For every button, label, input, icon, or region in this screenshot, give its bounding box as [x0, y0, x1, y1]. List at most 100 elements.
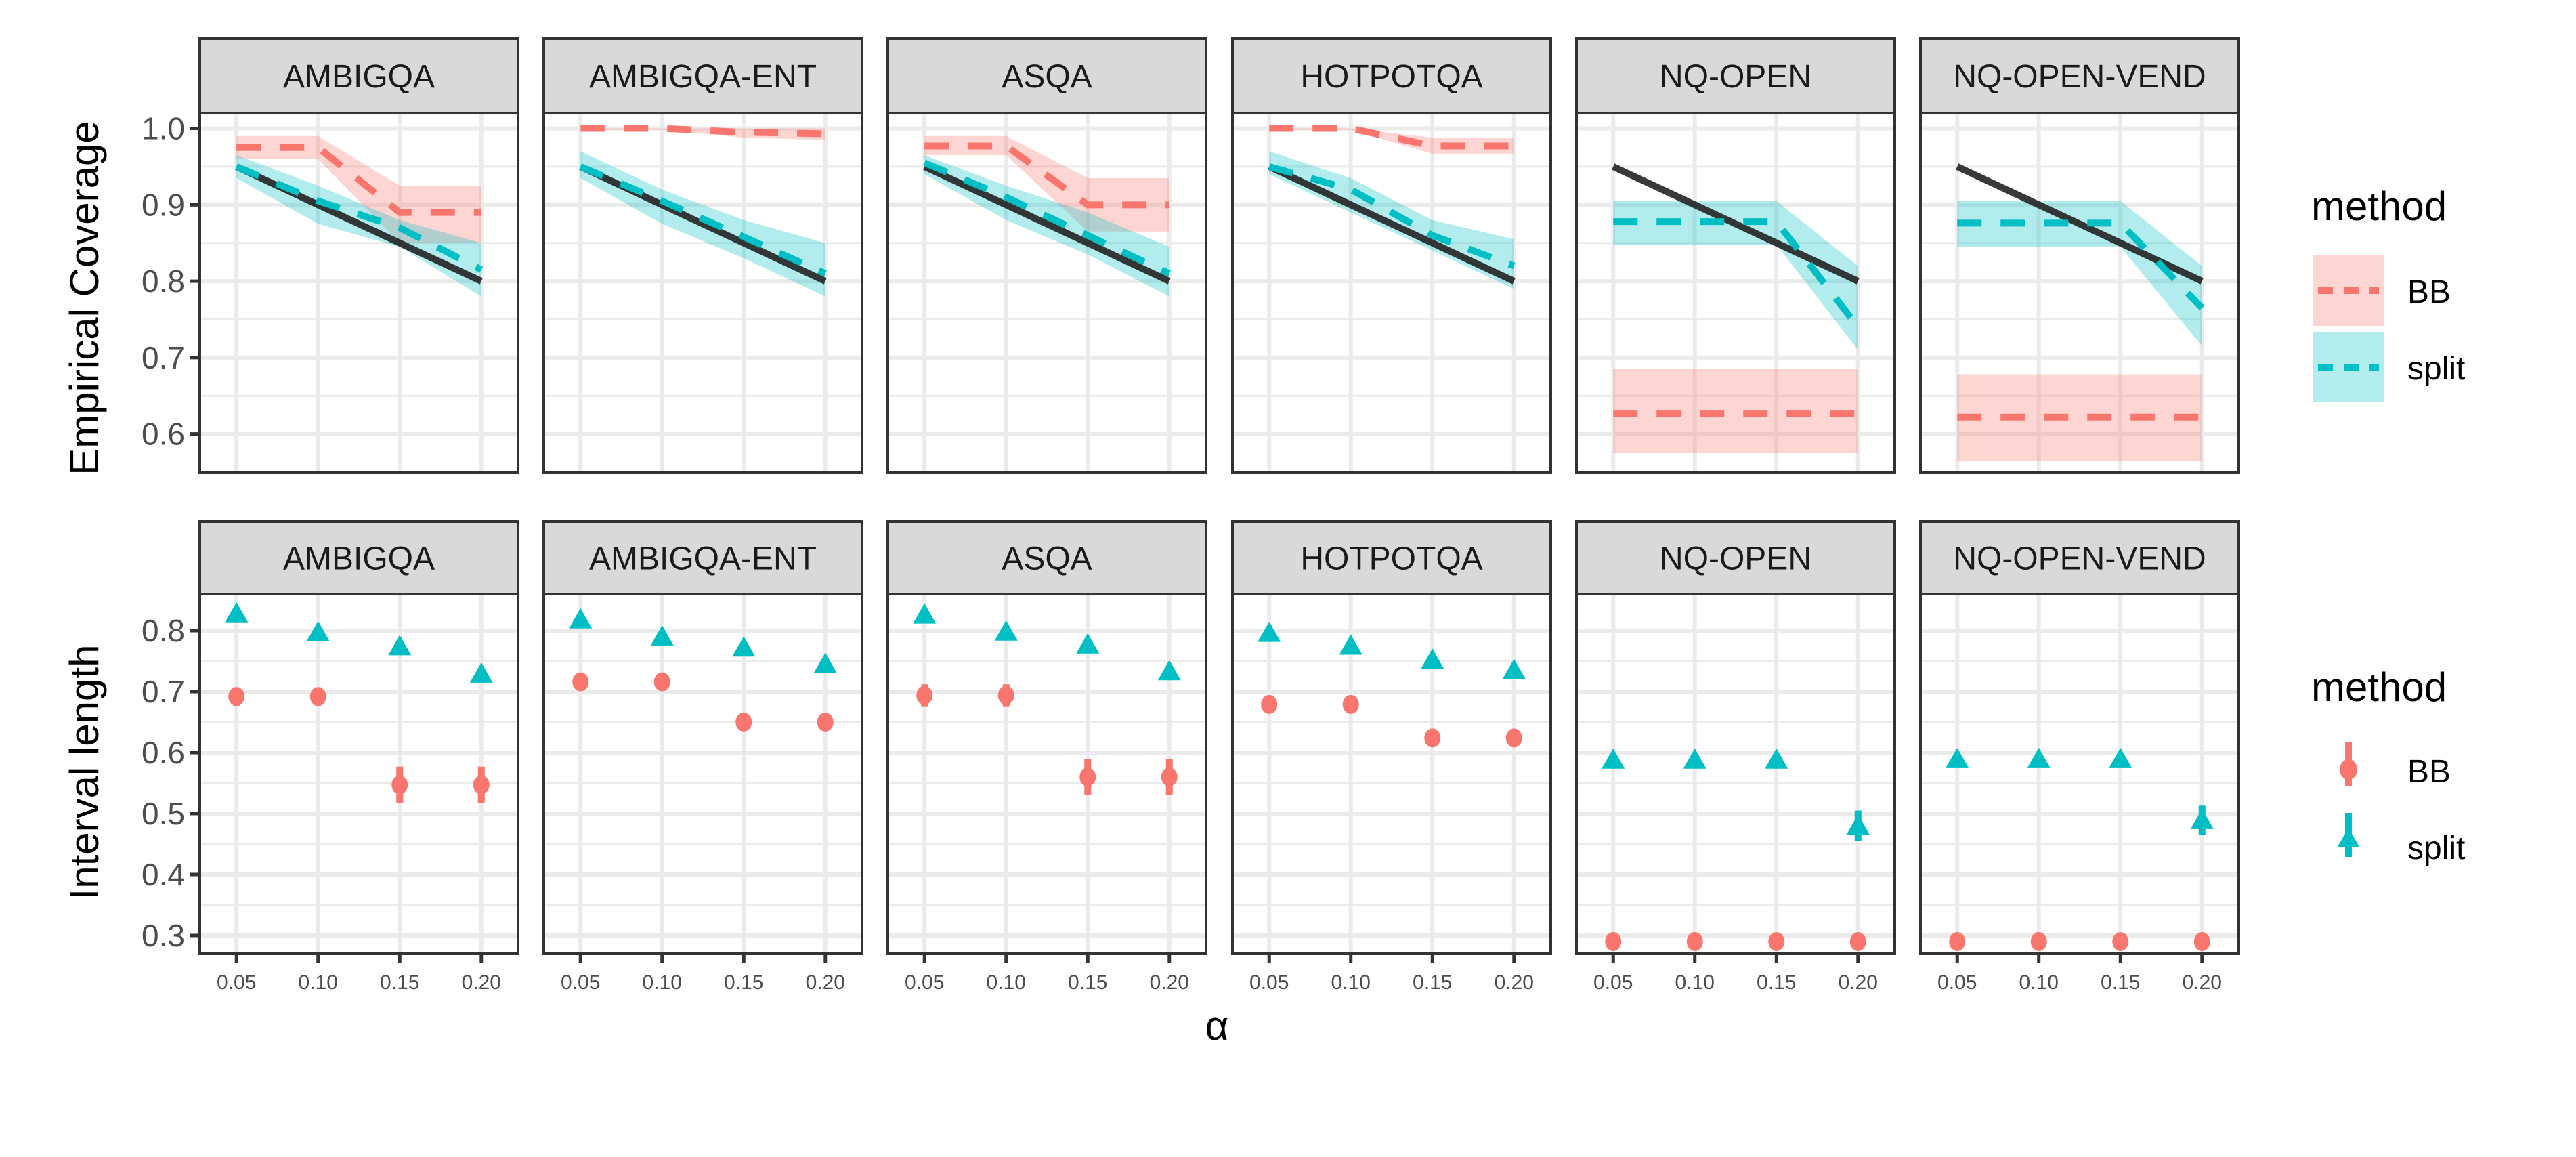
panel-border: [1231, 593, 1552, 955]
facet-strip: [198, 37, 519, 114]
series-line-split: [1957, 219, 2205, 311]
panel-hotpotqa: HOTPOTQA: [1231, 37, 1552, 474]
point-split: [2109, 747, 2132, 768]
facet-strip: [542, 520, 863, 595]
panel-border: [1231, 112, 1552, 474]
point-bb: [735, 713, 752, 732]
series-line-bb: [924, 142, 1169, 209]
point-bb: [997, 686, 1014, 705]
panel-asqa: ASQA: [886, 37, 1207, 474]
point-split: [813, 652, 837, 673]
point-bb: [817, 713, 834, 732]
ci-band-bb: [1957, 374, 2202, 461]
point-bb: [309, 687, 326, 707]
x-tick-label: 0.10: [1675, 971, 1715, 994]
series-line-split: [235, 163, 484, 273]
x-tick-label: 0.05: [1937, 971, 1977, 994]
facet-strip-label: AMBIGQA-ENT: [589, 541, 817, 577]
panel-nq-open: NQ-OPEN: [1575, 37, 1896, 474]
panel-ambigqa: AMBIGQA: [198, 37, 519, 474]
y-tick-label: 0.3: [142, 918, 185, 953]
point-split: [650, 625, 674, 646]
x-tick-label: 0.10: [643, 971, 682, 994]
point-bb: [391, 775, 408, 795]
interval-row: 0.3 0.4 0.5 0.6 0.7 0.8 AMBIGQA 0.05 0.10 0.15 0.2…: [142, 520, 2240, 994]
panel-border: [542, 112, 863, 474]
point-bb: [2030, 932, 2047, 951]
point-bb: [2112, 932, 2129, 951]
facet-strip-label: NQ-OPEN-VEND: [1953, 59, 2206, 95]
y-tick-label: 0.8: [142, 264, 185, 299]
point-split: [1946, 747, 1969, 768]
point-split: [306, 620, 330, 641]
panel-border: [886, 112, 1207, 474]
facet-strip: [1231, 520, 1552, 595]
panel-border: [198, 593, 519, 955]
legend-key-split-point: [2338, 828, 2359, 847]
point-split: [1502, 658, 1526, 679]
legend-key-bb-point: [2340, 759, 2357, 780]
x-tick-label: 0.20: [2183, 971, 2222, 994]
panel-background: [888, 594, 1206, 954]
facet-strip-label: AMBIGQA-ENT: [589, 59, 817, 95]
panel-border: [1919, 112, 2240, 474]
facet-strip: [1575, 37, 1896, 114]
facet-strip-label: NQ-OPEN: [1660, 541, 1811, 577]
point-bb: [1505, 728, 1522, 748]
ci-band-split: [1957, 201, 2202, 346]
point-bb: [1949, 932, 1966, 951]
y-tick-label: 0.8: [142, 613, 185, 648]
coverage-y-axis-title: Empirical Coverage: [62, 121, 107, 476]
series-line-split: [1613, 218, 1861, 329]
point-bb: [1261, 694, 1278, 714]
point-split: [225, 602, 249, 623]
nominal-line: [1268, 163, 1516, 285]
x-tick-label: 0.15: [380, 971, 419, 994]
point-split: [1258, 621, 1281, 642]
legend-label-split: split: [2407, 351, 2465, 387]
point-split: [2027, 747, 2051, 768]
series-line-split: [1268, 163, 1516, 270]
panel-border: [1575, 112, 1896, 474]
legend-label-split-2: split: [2407, 830, 2465, 866]
point-split: [1602, 748, 1625, 769]
legend-title-2: method: [2311, 665, 2447, 710]
panel-nq-open-vend: NQ-OPEN-VEND 0.05 0.10 0.15 0.20: [1919, 520, 2240, 994]
facet-strip-label: AMBIGQA: [283, 59, 435, 95]
x-tick-label: 0.10: [1331, 971, 1371, 994]
x-tick-label: 0.20: [1150, 971, 1189, 994]
panel-border: [886, 593, 1207, 955]
y-tick-label: 0.6: [142, 735, 185, 770]
facet-strip-label: ASQA: [1002, 59, 1092, 95]
y-tick-label: 1.0: [142, 111, 185, 146]
point-split: [1076, 633, 1100, 654]
point-split: [1157, 660, 1181, 681]
point-split: [469, 662, 493, 683]
series-line-bb: [236, 144, 481, 216]
point-bb: [1605, 932, 1622, 951]
facet-strip-label: HOTPOTQA: [1300, 59, 1482, 95]
panel-background: [1920, 594, 2239, 954]
panel-border: [198, 112, 519, 474]
x-tick-label: 0.05: [1593, 971, 1633, 994]
x-tick-label: 0.15: [724, 971, 763, 994]
coverage-legend: method BB split: [2311, 184, 2465, 402]
facet-strip-label: NQ-OPEN-VEND: [1953, 541, 2206, 577]
y-tick-label: 0.6: [142, 417, 185, 452]
legend-label-bb-2: BB: [2407, 754, 2451, 790]
panel-background: [1576, 594, 1895, 954]
y-tick-label: 0.4: [142, 857, 185, 892]
interval-legend: method BB split: [2311, 665, 2465, 866]
point-split: [1765, 748, 1788, 769]
point-bb: [2193, 932, 2210, 951]
x-axis-title: α: [1205, 1003, 1229, 1049]
point-split: [1683, 748, 1706, 769]
x-tick-label: 0.20: [462, 971, 501, 994]
coverage-row: 0.6 0.7 0.8 0.9 1.0 AMBIGQA AMBIGQA-ENT ASQA HOT…: [142, 37, 2240, 474]
panel-border: [1919, 593, 2240, 955]
point-split: [913, 603, 937, 624]
series-line-split: [923, 159, 1171, 277]
panel-ambigqa-ent: AMBIGQA-ENT 0.05 0.10 0.15 0.20: [542, 520, 863, 994]
panel-ambigqa: AMBIGQA 0.05 0.10 0.15 0.20: [198, 520, 519, 994]
